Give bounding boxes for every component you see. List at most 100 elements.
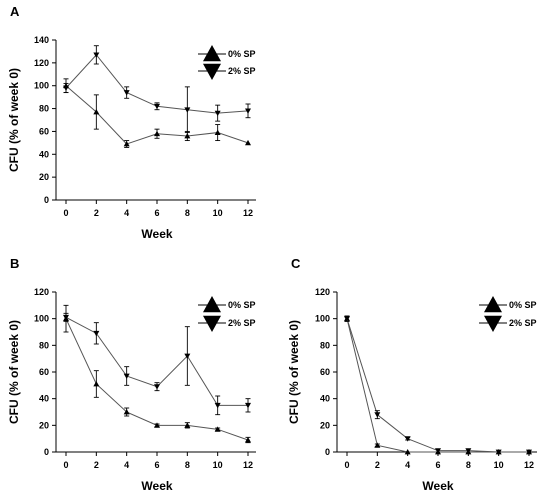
x-tick-label: 4 (405, 460, 410, 470)
data-point (214, 110, 221, 117)
data-point (63, 85, 69, 91)
panel-letter: C (291, 256, 301, 271)
legend-marker (484, 296, 502, 313)
x-tick-label: 0 (344, 460, 349, 470)
y-tick-label: 40 (320, 394, 330, 404)
data-point (245, 108, 251, 114)
legend-label: 2% SP (228, 318, 256, 328)
legend-label: 0% SP (228, 49, 256, 59)
data-point (214, 402, 221, 409)
y-tick-label: 0 (325, 447, 330, 457)
legend: 0% SP 2% SP (198, 296, 256, 332)
y-tick-label: 100 (315, 314, 330, 324)
y-tick-label: 80 (39, 104, 49, 114)
data-point (526, 449, 532, 455)
x-tick-label: 6 (154, 208, 159, 218)
data-point (245, 139, 251, 146)
legend: 0% SP 2% SP (479, 296, 537, 332)
legend-label: 2% SP (509, 318, 537, 328)
chart-panel-b: B 0 20 40 60 80 100 120 0 2 4 6 8 10 12 Week CFU (% of w… (7, 256, 256, 493)
series-line-1 (65, 316, 248, 406)
x-tick-label: 4 (124, 208, 129, 218)
data-point (245, 402, 251, 409)
x-tick-label: 0 (63, 460, 68, 470)
data-point (435, 448, 441, 454)
data-point (93, 109, 100, 115)
x-tick-label: 6 (435, 460, 440, 470)
data-point (214, 129, 221, 135)
chart-panel-c: C 0 20 40 60 80 100 120 0 2 4 6 8 10 12 Week CFU (% of w… (287, 256, 537, 493)
data-point (184, 107, 191, 113)
y-axis-title: CFU (% of week 0) (7, 320, 21, 424)
panel-letter: A (10, 4, 20, 19)
x-tick-label: 10 (213, 208, 223, 218)
x-tick-label: 2 (94, 208, 99, 218)
data-point (495, 449, 502, 455)
data-point (465, 448, 472, 454)
x-tick-label: 6 (154, 460, 159, 470)
data-point (123, 409, 130, 415)
y-tick-label: 120 (34, 287, 49, 297)
data-point (374, 412, 381, 418)
data-point (93, 330, 100, 337)
y-tick-label: 0 (44, 195, 49, 205)
legend-marker (203, 45, 221, 62)
y-tick-label: 0 (44, 447, 49, 457)
x-tick-label: 8 (185, 460, 190, 470)
x-tick-label: 10 (213, 460, 223, 470)
data-point (123, 141, 130, 147)
data-point (154, 103, 160, 110)
x-tick-label: 2 (375, 460, 380, 470)
legend-label: 0% SP (228, 300, 256, 310)
panel-letter: B (10, 256, 19, 271)
data-point (93, 381, 100, 387)
y-axis-title: CFU (% of week 0) (287, 320, 301, 424)
y-tick-label: 20 (320, 420, 330, 430)
data-point (344, 316, 350, 322)
y-tick-label: 80 (320, 340, 330, 350)
x-tick-label: 10 (494, 460, 504, 470)
y-tick-label: 20 (39, 172, 49, 182)
data-point (63, 314, 69, 321)
series-line-0 (65, 318, 249, 441)
x-tick-label: 12 (243, 208, 253, 218)
data-point (184, 353, 191, 359)
y-tick-label: 80 (39, 340, 49, 350)
x-tick-label: 8 (466, 460, 471, 470)
data-point (245, 437, 251, 443)
data-point (214, 426, 221, 432)
series-line-0 (346, 318, 529, 453)
y-tick-label: 60 (39, 367, 49, 377)
x-tick-label: 8 (185, 208, 190, 218)
y-tick-label: 140 (34, 35, 49, 45)
y-tick-label: 120 (315, 287, 330, 297)
x-tick-label: 12 (524, 460, 534, 470)
legend-marker (203, 63, 221, 80)
y-axis-title: CFU (% of week 0) (7, 68, 21, 172)
y-tick-label: 100 (34, 314, 49, 324)
y-tick-label: 60 (39, 126, 49, 136)
data-point (404, 449, 411, 455)
data-point (154, 422, 160, 428)
data-point (404, 436, 411, 442)
x-tick-label: 2 (94, 460, 99, 470)
y-tick-label: 100 (34, 81, 49, 91)
legend-label: 2% SP (228, 66, 256, 76)
data-point (374, 442, 381, 448)
y-tick-label: 40 (39, 149, 49, 159)
data-point (93, 52, 100, 58)
data-point (123, 90, 130, 96)
legend-marker (484, 315, 502, 332)
y-tick-label: 40 (39, 394, 49, 404)
x-axis-title: Week (141, 479, 172, 493)
y-tick-label: 120 (34, 58, 49, 68)
data-point (184, 133, 191, 139)
data-point (154, 130, 160, 137)
data-point (154, 384, 160, 390)
x-axis-title: Week (141, 227, 172, 241)
legend: 0% SP 2% SP (198, 45, 256, 80)
x-tick-label: 12 (243, 460, 253, 470)
legend-marker (203, 296, 221, 313)
data-point (123, 373, 130, 379)
